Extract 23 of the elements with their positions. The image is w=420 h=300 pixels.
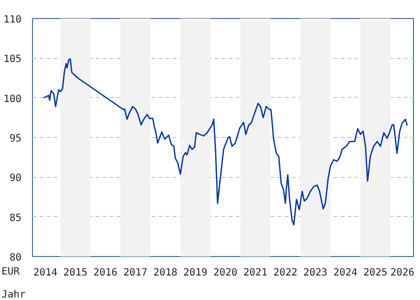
- line-series: [42, 58, 408, 226]
- y-tick-label: 80: [9, 252, 22, 264]
- y-tick-label: 85: [9, 212, 22, 224]
- y-axis-title: EUR: [2, 266, 21, 278]
- x-tick-label: 2023: [303, 268, 328, 278]
- x-tick-label: 2018: [153, 268, 178, 278]
- x-tick-label: 2024: [333, 268, 358, 278]
- x-tick-label: 2016: [93, 268, 118, 278]
- y-tick-label: 105: [3, 54, 22, 66]
- x-tick-label: 2020: [213, 268, 238, 278]
- x-tick-label: 2022: [273, 268, 298, 278]
- x-axis-title: Jahr: [2, 290, 26, 300]
- x-tick-label: 2021: [243, 268, 268, 278]
- x-tick-label: 2015: [63, 268, 88, 278]
- x-tick-label: 2026: [390, 268, 414, 278]
- x-tick-label: 2014: [33, 268, 58, 278]
- y-tick-label: 110: [3, 14, 22, 26]
- y-tick-label: 95: [9, 134, 22, 144]
- x-tick-label: 2019: [183, 268, 208, 278]
- y-tick-label: 90: [9, 173, 22, 184]
- y-tick-label: 100: [3, 94, 22, 105]
- x-tick-label: 2017: [123, 268, 148, 278]
- x-tick-label: 2025: [363, 268, 388, 278]
